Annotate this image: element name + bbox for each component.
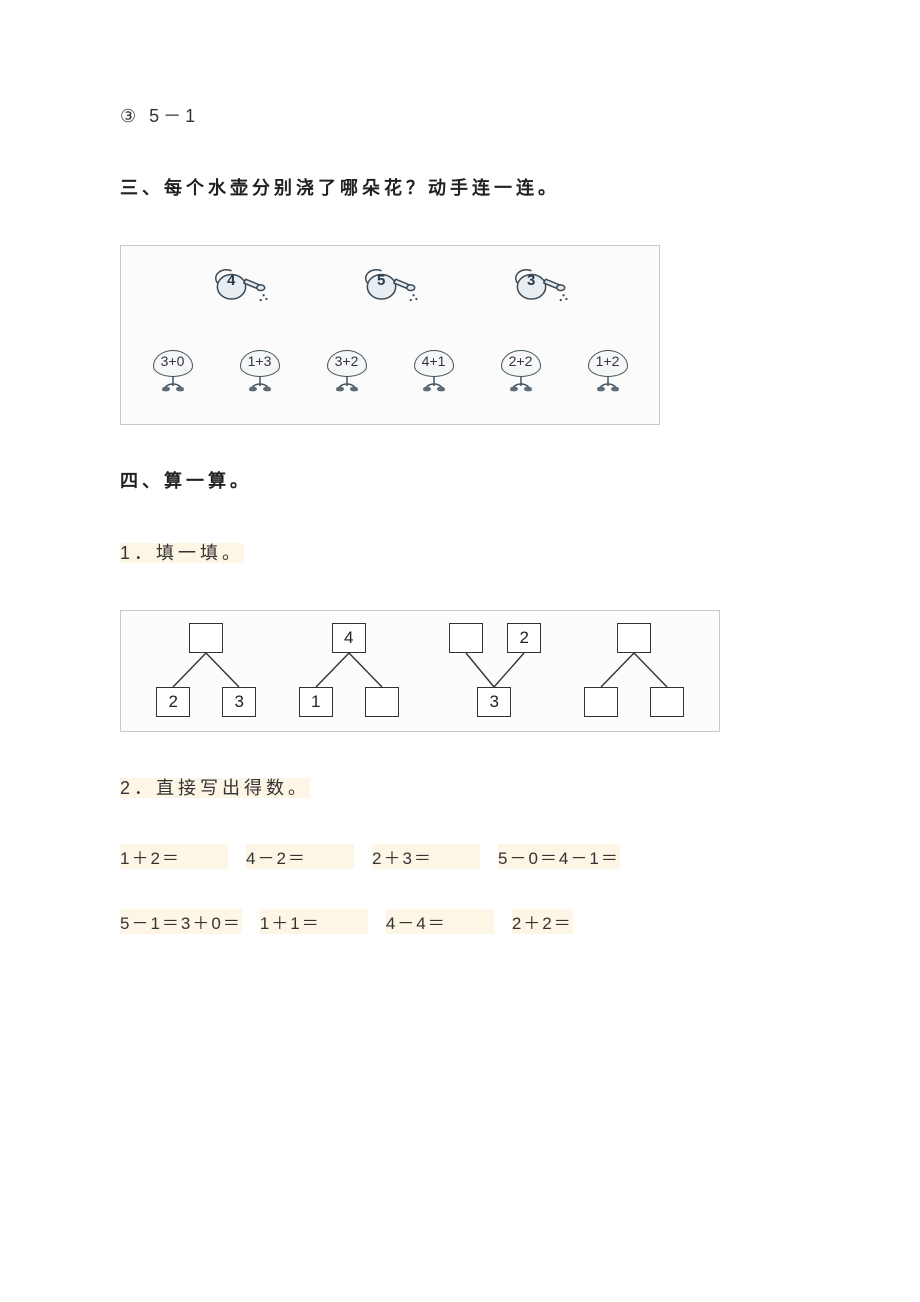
part2-label: 2．直接写出得数。: [120, 772, 800, 804]
section-3-title-text: 三、每个水壶分别浇了哪朵花？动手连一连。: [120, 178, 560, 198]
worksheet-page: ③ 5－1 三、每个水壶分别浇了哪朵花？动手连一连。 4: [0, 100, 920, 934]
flower-stem-icon: [158, 376, 188, 392]
equation: 2＋2＝: [512, 909, 573, 934]
flower: 3+0: [153, 350, 193, 410]
bond-right-box: [650, 687, 684, 717]
equation: 5－1＝3＋0＝: [120, 909, 242, 934]
flower-stem-icon: [593, 376, 623, 392]
can-label: 5: [377, 272, 385, 289]
bond-bottom-box: 3: [477, 687, 511, 717]
bond-top-left-box: [449, 623, 483, 653]
equation-row-2: 5－1＝3＋0＝ 1＋1＝ 4－4＝ 2＋2＝: [120, 909, 800, 934]
number-bond: [564, 621, 704, 721]
equation: 1＋2＝: [120, 844, 228, 869]
flower-expression: 1+2: [588, 350, 628, 377]
flower-expression: 4+1: [414, 350, 454, 377]
bond-right-box: [365, 687, 399, 717]
flowers-row: 3+0 1+3 3+2: [121, 320, 659, 424]
watering-can: 5: [355, 260, 425, 306]
match-figure: 4 5: [120, 245, 660, 425]
part1-label: 1．填一填。: [120, 537, 800, 569]
part1-label-text: 1．填一填。: [120, 543, 244, 563]
number-bond: 23: [136, 621, 276, 721]
watering-can-icon: [357, 260, 423, 306]
flower-stem-icon: [506, 376, 536, 392]
bond-top-box: [617, 623, 651, 653]
item-5-minus-1: ③ 5－1: [120, 100, 800, 132]
bond-top-box: [189, 623, 223, 653]
bond-left-box: [584, 687, 618, 717]
watering-can-icon: [507, 260, 573, 306]
flower-stem-icon: [419, 376, 449, 392]
flower-expression: 3+2: [327, 350, 367, 377]
section-4-title-text: 四、算一算。: [120, 471, 252, 491]
flower-stem-icon: [332, 376, 362, 392]
section-4-title: 四、算一算。: [120, 465, 800, 497]
watering-can: 4: [205, 260, 275, 306]
bonds-row: 234123: [121, 611, 719, 731]
equation: 1＋1＝: [260, 909, 368, 934]
bond-top-box: 4: [332, 623, 366, 653]
flower: 1+2: [588, 350, 628, 410]
cans-row: 4 5: [121, 246, 659, 320]
equation-row-1: 1＋2＝ 4－2＝ 2＋3＝ 5－0＝4－1＝: [120, 844, 800, 869]
equation: 2＋3＝: [372, 844, 480, 869]
part2-label-text: 2．直接写出得数。: [120, 778, 310, 798]
bond-top-right-box: 2: [507, 623, 541, 653]
can-label: 3: [527, 272, 535, 289]
number-bond: 41: [279, 621, 419, 721]
flower-expression: 1+3: [240, 350, 280, 377]
can-label: 4: [227, 272, 235, 289]
flower: 1+3: [240, 350, 280, 410]
bond-right-box: 3: [222, 687, 256, 717]
bond-left-box: 2: [156, 687, 190, 717]
flower-expression: 2+2: [501, 350, 541, 377]
flower: 2+2: [501, 350, 541, 410]
number-bond: 23: [421, 621, 561, 721]
equation: 4－4＝: [386, 909, 494, 934]
flower: 3+2: [327, 350, 367, 410]
item-text: ③ 5－1: [120, 106, 199, 126]
bonds-figure: 234123: [120, 610, 720, 732]
watering-can: 3: [505, 260, 575, 306]
flower: 4+1: [414, 350, 454, 410]
bond-left-box: 1: [299, 687, 333, 717]
equation: 5－0＝4－1＝: [498, 844, 620, 869]
equation: 4－2＝: [246, 844, 354, 869]
flower-expression: 3+0: [153, 350, 193, 377]
section-3-title: 三、每个水壶分别浇了哪朵花？动手连一连。: [120, 172, 800, 204]
flower-stem-icon: [245, 376, 275, 392]
watering-can-icon: [207, 260, 273, 306]
